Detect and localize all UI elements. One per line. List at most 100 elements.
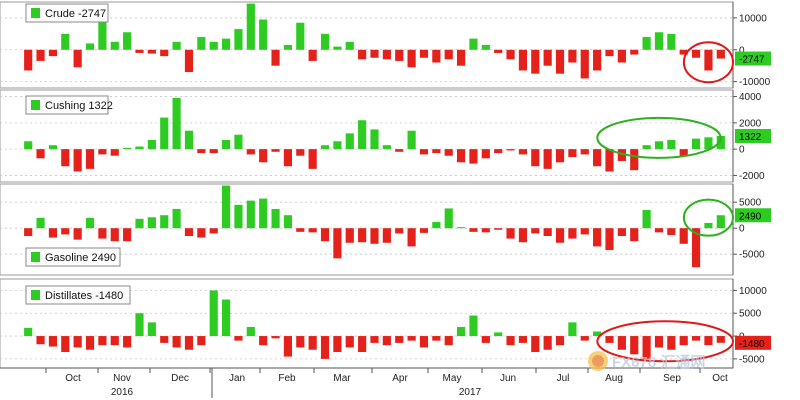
bar [704, 137, 713, 150]
bar [642, 37, 651, 50]
bar [568, 228, 577, 239]
bar [283, 45, 293, 50]
bar [85, 149, 95, 169]
legend-swatch [31, 8, 40, 18]
bar [555, 228, 565, 243]
bar [654, 336, 664, 348]
x-tick-label: Jan [229, 373, 245, 384]
bar [555, 149, 565, 163]
x-tick-label: Jul [557, 373, 570, 384]
bar [172, 41, 181, 50]
year-label: 2017 [459, 387, 482, 398]
bar [469, 38, 478, 50]
bar [184, 228, 194, 236]
bar [259, 198, 268, 229]
legend-swatch [31, 290, 40, 300]
bar [605, 228, 614, 251]
bar [135, 49, 144, 53]
bar [246, 3, 255, 50]
bar [370, 49, 379, 58]
bar [691, 49, 701, 58]
bar [259, 149, 268, 163]
bar [61, 149, 70, 167]
bar [209, 290, 218, 337]
bar [432, 221, 441, 229]
bar [481, 228, 490, 233]
bar [98, 19, 107, 50]
bar [333, 46, 342, 50]
bar [110, 41, 119, 50]
bar [419, 149, 429, 155]
bar [605, 336, 614, 343]
highlight-ellipse [682, 41, 735, 84]
bar [568, 322, 577, 337]
bar [593, 49, 602, 71]
y-tick-label: 5000 [739, 309, 762, 320]
bar [320, 228, 330, 242]
bar [85, 336, 95, 350]
bar [382, 228, 391, 243]
bar [370, 129, 379, 150]
bar [654, 228, 664, 233]
bar [209, 149, 218, 154]
bar [444, 49, 453, 60]
bar [691, 138, 701, 150]
bar [24, 228, 33, 236]
bar [147, 322, 156, 337]
bar [172, 336, 181, 348]
legend-label: Distillates -1480 [45, 290, 123, 302]
bar [345, 133, 354, 150]
bar [358, 228, 367, 243]
bar [642, 210, 651, 229]
bar [48, 336, 58, 347]
last-value-badge [735, 335, 771, 350]
bar [518, 149, 528, 155]
bar [24, 141, 33, 150]
bar [308, 49, 317, 61]
x-tick-label: May [443, 373, 462, 384]
bar [506, 228, 515, 239]
bar [419, 336, 429, 348]
last-value-badge [735, 51, 771, 66]
bar [271, 336, 280, 339]
last-value-label: -1480 [739, 339, 765, 350]
bar [320, 336, 330, 359]
bar [98, 228, 107, 239]
bar [24, 49, 33, 71]
y-tick-label: 2000 [739, 118, 762, 129]
bar [494, 228, 503, 230]
bar [704, 49, 713, 71]
bar [221, 38, 231, 50]
bar [691, 336, 701, 341]
bar [36, 336, 45, 345]
bar [333, 336, 342, 353]
bar [407, 228, 416, 247]
panel-3: 5000 0 -5000 Gasoline 2490 2490 [0, 183, 771, 276]
bar [209, 228, 218, 234]
legend-label: Cushing 1322 [45, 100, 113, 112]
bar [494, 149, 503, 154]
bar [667, 139, 676, 150]
last-value-label: 2490 [739, 211, 762, 222]
y-tick-label: 0 [739, 45, 745, 56]
bar [531, 336, 540, 353]
bar [259, 19, 268, 50]
x-tick-label: Feb [278, 373, 296, 384]
bar [407, 130, 416, 150]
legend-label: Crude -2747 [45, 8, 106, 20]
legend-box [25, 285, 131, 305]
bar [395, 49, 404, 61]
bar [506, 336, 515, 346]
x-tick-label: Mar [333, 373, 351, 384]
watermark-text: FX678 汇通网 [612, 354, 705, 371]
last-value-badge [735, 129, 771, 143]
bar [518, 336, 528, 343]
bar [197, 228, 206, 238]
bar [73, 228, 82, 240]
legend-label: Gasoline 2490 [45, 252, 116, 264]
bar [234, 134, 243, 150]
bar [370, 228, 379, 244]
bar [593, 149, 602, 167]
bar [123, 228, 132, 242]
bar [555, 336, 565, 346]
